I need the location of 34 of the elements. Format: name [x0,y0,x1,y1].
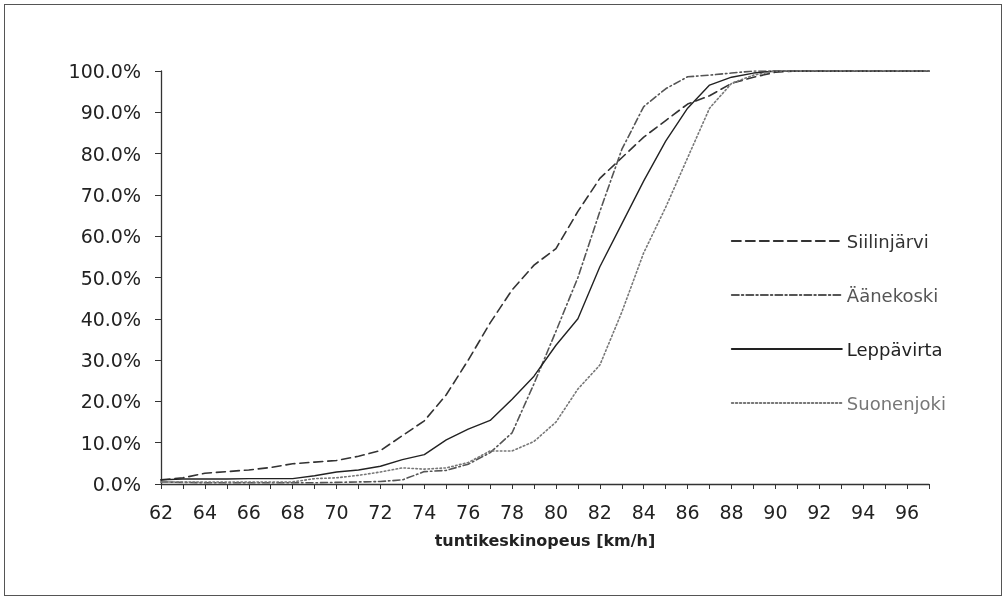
x-tick-label: 64 [192,500,217,523]
y-tick-label: 70.0% [80,183,141,206]
x-tick-label: 62 [148,500,174,523]
x-tick-label: 82 [587,500,612,523]
x-tick-label: 70 [324,500,349,523]
x-tick-label: 80 [543,500,569,523]
x-tick-label: 86 [675,500,700,523]
y-tick-label: 40.0% [80,307,141,330]
x-tick-label: 84 [631,500,656,523]
text: Äänekoski [846,284,939,306]
x-tick-label: 68 [280,500,305,523]
x-tick-label: 96 [894,500,920,523]
x-tick-label: 76 [456,500,481,523]
y-tick-label: 80.0% [80,142,141,165]
x-tick-label: 92 [807,500,832,523]
x-axis-title: tuntikeskinopeus [km/h] [434,530,656,550]
x-tick-label: 90 [763,500,788,523]
y-tick-label: 50.0% [80,266,141,289]
x-tick-label: 72 [368,500,393,523]
y-tick-label: 90.0% [80,101,141,124]
text: Suonenjoki [846,392,947,414]
y-tick-label: 30.0% [80,349,141,372]
x-tick-label: 66 [236,500,261,523]
x-tick-label: 78 [499,500,525,523]
x-tick-label: 74 [412,500,437,523]
y-tick-label: 0.0% [92,473,141,495]
y-tick-label: 10.0% [80,431,141,454]
text: Siilinjärvi [846,230,929,252]
y-tick-label: 20.0% [80,390,141,413]
x-tick-label: 88 [719,500,744,523]
x-tick-label: 94 [851,500,876,523]
y-tick-label: 60.0% [80,225,141,248]
y-tick-label: 100.0% [68,60,141,82]
text: Leppävirta [846,338,943,360]
